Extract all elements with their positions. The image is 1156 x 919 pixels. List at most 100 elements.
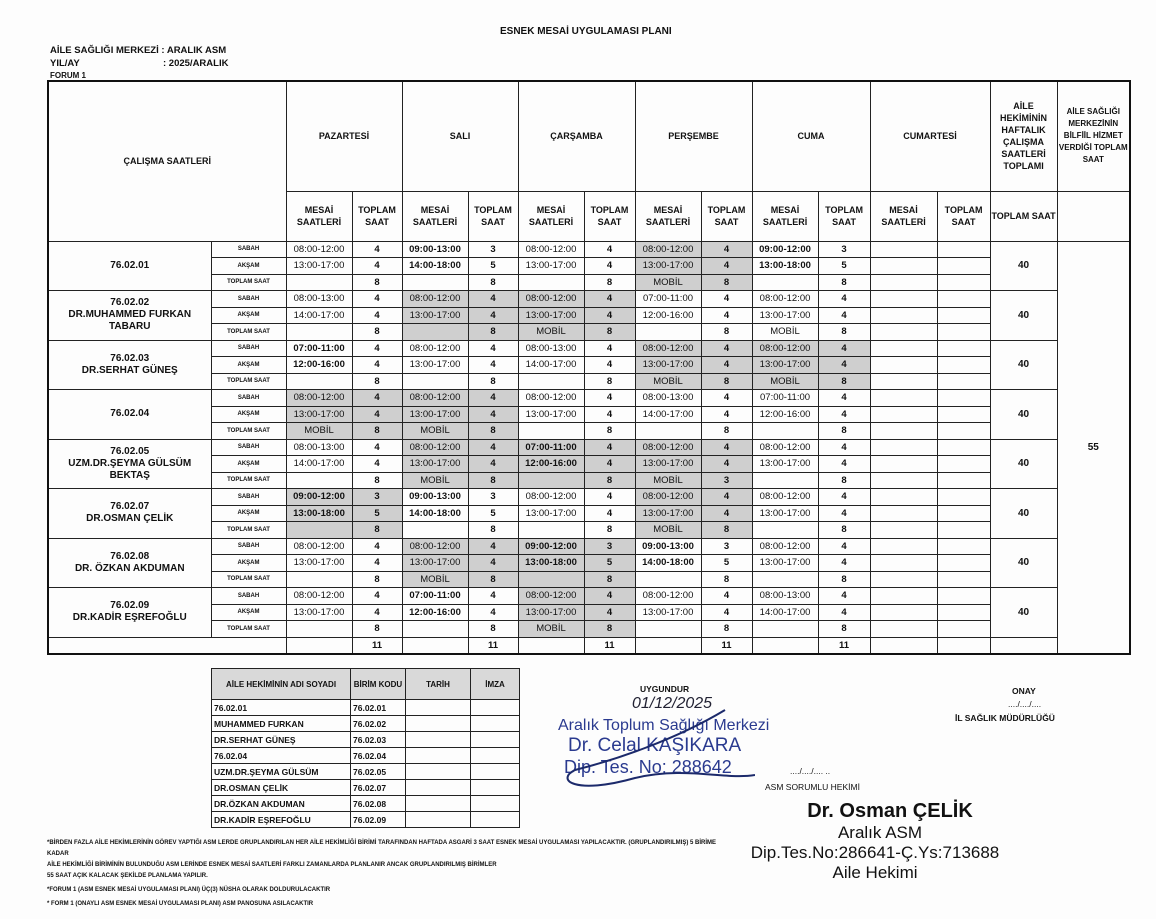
row-label: AKŞAM [210,306,287,324]
blank-cell [285,636,353,655]
toplam-header: TOPLAM SAAT [583,190,636,242]
shift-hours: 14:00-17:00 [634,405,702,423]
hours-count: 4 [583,290,636,308]
unit-code: 76.02.01 [350,699,406,716]
hours-count: 4 [351,587,403,605]
hours-count: 8 [817,323,871,341]
hours-count: 4 [700,356,753,374]
doctor-cell: 76.02.09 DR.KADİR EŞREFOĞLU [47,587,212,638]
hours-count: 8 [467,521,519,539]
hours-count: 4 [583,339,636,357]
hours-count: 8 [700,273,753,291]
signature-cell [470,699,520,716]
unit-code: 76.02.04 [350,747,406,764]
hours-count: 4 [351,455,403,473]
stamp-line: Dip.Tes.No:286641-Ç.Ys:713688 [750,843,1000,862]
shift-hours: MOBİL [634,471,702,489]
hours-count: 4 [817,554,871,572]
shift-hours [517,521,585,539]
saturday-mesai [869,422,938,440]
shift-hours [634,323,702,341]
row-label: AKŞAM [210,603,287,621]
table-row: AKŞAM 14:00-17:00 4 13:00-17:00 4 13:00-17:00… [48,306,1130,324]
saturday-mesai [869,620,938,638]
hours-count: 4 [700,488,753,506]
shift-hours: 13:00-17:00 [401,356,469,374]
shift-hours: 12:00-16:00 [751,405,819,423]
hours-count: 4 [467,405,519,423]
shift-hours: 08:00-12:00 [751,290,819,308]
saturday-toplam [936,488,991,506]
unit-code: 76.02.02 [350,715,406,732]
shift-hours [401,521,469,539]
row-label: SABAH [210,339,287,357]
hours-count: 4 [583,504,636,522]
row-label: SABAH [210,389,287,407]
saturday-toplam [936,603,991,621]
asm-date: ..../..../.... .. [790,766,831,776]
shift-hours [285,372,353,390]
shift-hours: MOBİL [634,273,702,291]
hours-count: 4 [700,257,753,275]
mesai-header: MESAİ SAATLERİ [634,190,702,242]
hours-count: 8 [700,372,753,390]
shift-hours: 08:00-12:00 [285,240,353,258]
hours-count: 4 [583,603,636,621]
hours-count: 4 [817,356,871,374]
hours-count: 4 [700,587,753,605]
hours-count: 4 [700,405,753,423]
table-row: TOPLAM SAAT 8 8 8 MOBİL 8 8 [48,521,1130,539]
table-row: 76.02.04 SABAH 08:00-12:00 4 08:00-12:00 4 08:… [47,389,1130,440]
mesai-header: MESAİ SAATLERİ [517,190,585,242]
saturday-mesai [869,554,938,572]
saturday-mesai [869,273,938,291]
hours-count: 8 [583,521,636,539]
day-total: 11 [467,636,519,655]
shift-hours: 13:00-18:00 [285,504,353,522]
hours-count: 4 [351,554,403,572]
hours-count: 4 [467,455,519,473]
hours-count: 5 [351,504,403,522]
physician-name: DR.SERHAT GÜNEŞ [211,731,351,748]
toplam-header: TOPLAM SAAT [936,190,991,242]
shift-hours: 08:00-13:00 [285,438,353,456]
doctor-name: DR.MUHAMMED FURKAN TABARU [68,309,192,333]
table-row: TOPLAM SAAT 8 8 8 MOBİL 8 8 [48,273,1130,291]
shift-hours [634,570,702,588]
weekly-total: 40 [989,389,1058,440]
doctor-name: DR.OSMAN ÇELİK [86,513,174,525]
shift-hours: 13:00-17:00 [634,257,702,275]
toplam-header: TOPLAM SAAT [467,190,519,242]
hours-count: 8 [583,372,636,390]
stamp-line: Aile Hekimi [832,863,918,882]
signature-cell [470,779,520,796]
day-header: CUMARTESİ [869,80,991,192]
saturday-toplam [936,389,991,407]
doctor-name: DR.KADİR EŞREFOĞLU [72,612,187,624]
hours-count: 4 [351,537,403,555]
table-row: TOPLAM SAAT 8 MOBİL 8 8 MOBİL 3 8 [48,471,1130,489]
shift-hours: 13:00-17:00 [401,405,469,423]
hours-count: 8 [817,521,871,539]
weekly-total: 40 [989,339,1058,390]
saturday-mesai [869,504,938,522]
saturday-mesai [869,455,938,473]
signature-row: 76.02.01 76.02.01 [211,699,520,716]
shift-hours: 08:00-12:00 [517,389,585,407]
unit-code: 76.02.07 [350,779,406,796]
signature-cell [470,811,520,828]
saturday-mesai [869,521,938,539]
table-row: 76.02.01 SABAH 08:00-12:00 4 09:00-13:00 3 08:… [47,240,1131,655]
shift-hours: 13:00-17:00 [517,603,585,621]
hours-count: 8 [817,422,871,440]
note-line: * FORM 1 (ONAYLI ASM ESNEK MESAİ UYGULAM… [47,901,314,907]
saturday-mesai [869,323,938,341]
shift-hours: 12:00-16:00 [634,306,702,324]
shift-hours: 09:00-13:00 [401,488,469,506]
signature-scribble [566,709,755,787]
row-label: TOPLAM SAAT [210,422,287,440]
mesai-header: MESAİ SAATLERİ [401,190,469,242]
saturday-toplam [936,372,991,390]
saturday-mesai [869,587,938,605]
blank-cell [47,636,287,655]
